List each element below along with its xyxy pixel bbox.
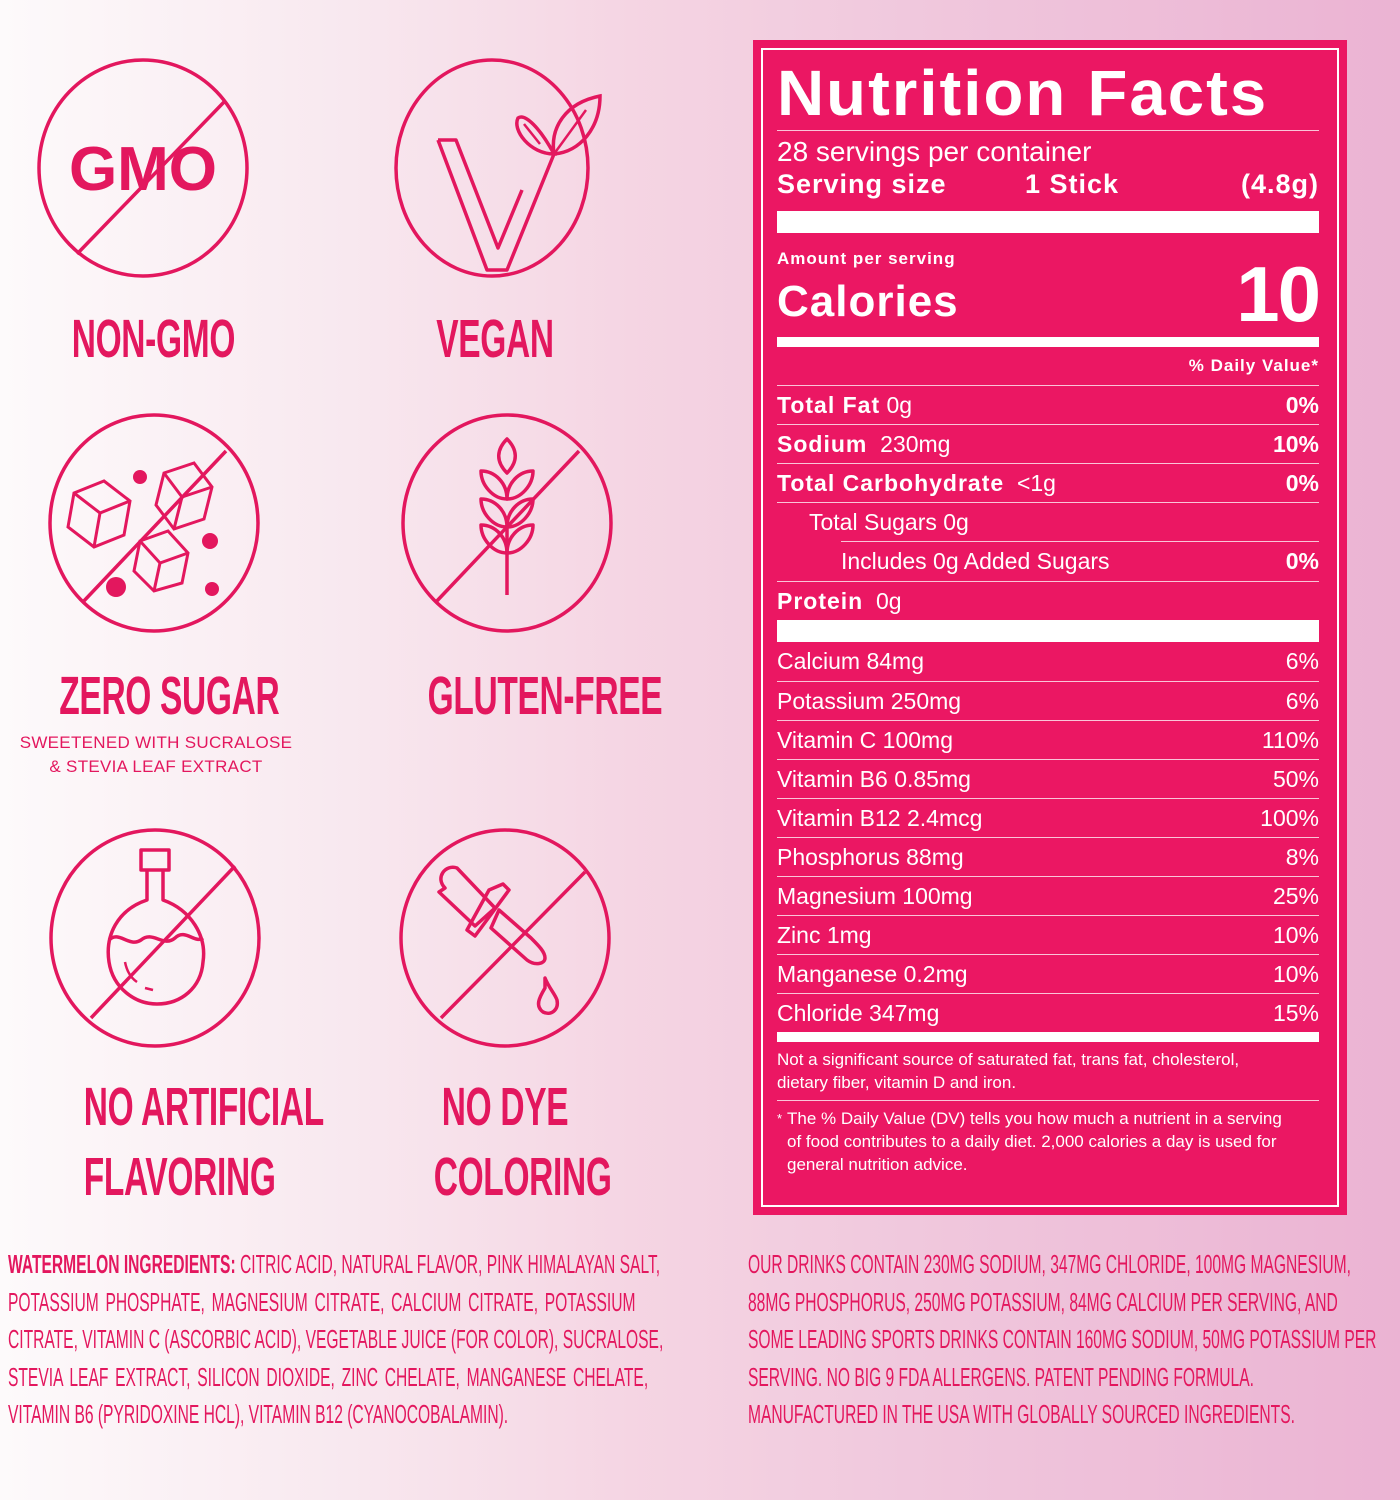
claims-text: OUR DRINKS CONTAIN 230MG SODIUM, 347MG C… bbox=[748, 1249, 1377, 1429]
gmo-icon-text: GMO bbox=[69, 135, 217, 204]
badge-gluten-free: GLUTEN-FREE bbox=[392, 413, 663, 731]
nutrition-facts-title: Nutrition Facts bbox=[777, 57, 1269, 129]
ingredients-text: WATERMELON INGREDIENTS: CITRIC ACID, NAT… bbox=[8, 1249, 664, 1429]
badge-sublabel: & STEVIA LEAF EXTRACT bbox=[49, 757, 263, 776]
badge-no-dye-coloring: NO DYE COLORING bbox=[390, 828, 620, 1212]
serving-size-row: Serving size 1 Stick (4.8g) bbox=[777, 169, 1319, 199]
badge-vegan: VEGAN bbox=[390, 58, 620, 374]
calories-value: 10 bbox=[1236, 250, 1321, 338]
flask-crossed-icon bbox=[49, 828, 261, 1048]
serving-size-label: Serving size bbox=[777, 169, 947, 199]
micronutrient-row: Magnesium 100mg 25% bbox=[777, 876, 1319, 915]
micronutrient-row: Phosphorus 88mg 8% bbox=[777, 837, 1319, 876]
badge-no-artificial-flavoring: NO ARTIFICIAL FLAVORING bbox=[40, 828, 325, 1212]
divider-medium bbox=[777, 1032, 1319, 1042]
servings-per-container: 28 servings per container bbox=[777, 136, 1092, 167]
badge-label: GLUTEN-FREE bbox=[427, 666, 663, 726]
daily-value: 10% bbox=[1272, 430, 1319, 457]
micronutrient-row: Vitamin B6 0.85mg 50% bbox=[777, 759, 1319, 798]
nutrient-row: Includes 0g Added Sugars 0% bbox=[841, 548, 1319, 574]
badge-zero-sugar: ZERO SUGAR SWEETENED WITH SUCRALOSE & ST… bbox=[0, 413, 312, 779]
micronutrient-row: Manganese 0.2mg 10% bbox=[777, 954, 1319, 993]
daily-value: 0% bbox=[1285, 391, 1319, 418]
divider-medium bbox=[777, 337, 1319, 347]
sugar-cubes-crossed-icon bbox=[48, 413, 260, 633]
daily-value: 0% bbox=[1285, 548, 1319, 574]
wheat-crossed-icon bbox=[401, 413, 613, 633]
micronutrient-row: Potassium 250mg 6% bbox=[777, 681, 1319, 720]
badge-non-gmo: GMO NON-GMO bbox=[28, 58, 258, 374]
nutrient-row: Total Carbohydrate <1g 0% bbox=[777, 463, 1319, 502]
divider-thick bbox=[777, 211, 1319, 233]
micronutrient-row: Calcium 84mg 6% bbox=[777, 648, 1319, 674]
badge-label: NO DYE bbox=[441, 1077, 569, 1137]
micronutrient-row: Zinc 1mg 10% bbox=[777, 915, 1319, 954]
badge-label: VEGAN bbox=[436, 309, 554, 369]
serving-size-weight: (4.8g) bbox=[1240, 169, 1319, 199]
nutrition-facts-panel: Nutrition Facts 28 servings per containe… bbox=[753, 40, 1347, 1215]
badge-label: ZERO SUGAR bbox=[59, 666, 280, 726]
calories-row: Calories 10 bbox=[777, 250, 1321, 338]
badge-label: COLORING bbox=[433, 1147, 612, 1207]
ingredients-heading: WATERMELON INGREDIENTS: bbox=[8, 1249, 236, 1279]
daily-value-footnote: * The % Daily Value (DV) tells you how m… bbox=[777, 1109, 1282, 1174]
badge-sublabel: SWEETENED WITH SUCRALOSE bbox=[19, 733, 293, 752]
badge-label: FLAVORING bbox=[83, 1147, 276, 1207]
daily-value: 0% bbox=[1285, 469, 1319, 496]
micronutrient-row: Vitamin C 100mg 110% bbox=[777, 720, 1319, 759]
badge-label: NON-GMO bbox=[71, 309, 236, 369]
micronutrient-row: Vitamin B12 2.4mcg 100% bbox=[777, 798, 1319, 837]
micronutrient-row: Chloride 347mg 15% bbox=[777, 993, 1319, 1032]
daily-value-header: % Daily Value* bbox=[1188, 356, 1319, 375]
nutrient-row: Total Fat 0g 0% bbox=[777, 385, 1319, 424]
not-significant-note: Not a significant source of saturated fa… bbox=[777, 1050, 1240, 1092]
badge-label: NO ARTIFICIAL bbox=[83, 1077, 325, 1137]
calories-label: Calories bbox=[777, 277, 959, 326]
amount-per-serving: Amount per serving bbox=[777, 249, 956, 268]
gmo-crossed-icon: GMO bbox=[37, 58, 249, 278]
vegan-v-leaf-icon bbox=[394, 58, 602, 278]
serving-size-unit: 1 Stick bbox=[1025, 169, 1120, 199]
nutrient-row: Protein 0g bbox=[777, 581, 1319, 620]
divider-thick bbox=[777, 620, 1319, 642]
dropper-crossed-icon bbox=[399, 828, 611, 1048]
nutrient-row: Total Sugars 0g bbox=[777, 502, 1319, 541]
nutrient-row: Sodium 230mg 10% bbox=[777, 424, 1319, 463]
